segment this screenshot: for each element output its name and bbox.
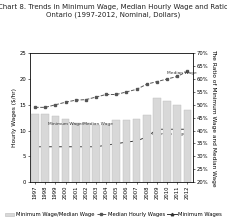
Bar — [153, 98, 161, 222]
Bar — [82, 123, 90, 222]
Bar — [123, 120, 130, 222]
Bar — [52, 116, 59, 222]
Bar — [184, 110, 191, 222]
Bar — [133, 119, 141, 222]
Bar — [92, 125, 100, 222]
Text: Minimum Wage: Minimum Wage — [152, 132, 186, 136]
Text: Minimum Wage/Median Wage: Minimum Wage/Median Wage — [48, 122, 113, 126]
Bar — [163, 101, 171, 222]
Text: Median Wage: Median Wage — [168, 71, 197, 75]
Bar — [31, 114, 39, 222]
Y-axis label: The Ratio of Minimum Wage and Median Wage: The Ratio of Minimum Wage and Median Wag… — [211, 49, 216, 186]
Text: Chart 8. Trends in Minimum Wage, Median Hourly Wage and Ratio
Ontario (1997-2012: Chart 8. Trends in Minimum Wage, Median … — [0, 4, 227, 18]
Y-axis label: Hourly Wages ($/hr): Hourly Wages ($/hr) — [12, 88, 17, 147]
Bar — [113, 120, 120, 222]
Bar — [72, 123, 79, 222]
Bar — [173, 105, 181, 222]
Bar — [102, 125, 110, 222]
Legend: Minimum Wage/Median Wage, Median Hourly Wages, Minimum Wages: Minimum Wage/Median Wage, Median Hourly … — [3, 210, 224, 219]
Bar — [62, 119, 69, 222]
Bar — [42, 114, 49, 222]
Bar — [143, 115, 151, 222]
